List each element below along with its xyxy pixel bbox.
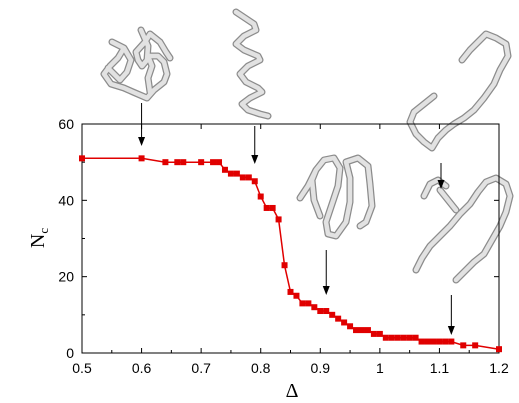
data-point — [323, 308, 330, 315]
x-tick-label: 0.9 — [311, 360, 331, 376]
data-point — [317, 308, 324, 315]
data-point — [263, 204, 270, 211]
data-point — [418, 338, 425, 345]
data-point — [329, 311, 336, 318]
data-point — [460, 342, 467, 349]
data-point — [376, 330, 383, 337]
y-axis-label-sub: c — [36, 228, 51, 234]
x-tick-label: 1.2 — [489, 360, 509, 376]
data-point — [347, 323, 354, 330]
data-point — [406, 334, 413, 341]
y-tick-label: 0 — [66, 345, 74, 361]
data-point — [442, 338, 449, 345]
data-point — [281, 262, 288, 269]
y-axis-label: Nc — [27, 228, 51, 248]
annotation-arrowhead — [447, 326, 455, 335]
data-point — [257, 193, 264, 200]
double-helix-pair-structure — [412, 174, 514, 284]
axis-labels: Δ Nc — [27, 228, 299, 402]
data-point — [216, 159, 223, 166]
data-point — [424, 338, 431, 345]
data-point — [287, 288, 294, 295]
data-point — [239, 174, 246, 181]
annotation-arrowhead — [437, 180, 445, 189]
data-point — [233, 170, 240, 177]
helix-structure — [232, 8, 272, 120]
data-point — [436, 338, 443, 345]
y-tick-label: 60 — [58, 116, 74, 132]
x-tick-label: 0.5 — [72, 360, 92, 376]
data-point — [305, 300, 312, 307]
x-tick-label: 1.1 — [430, 360, 450, 376]
data-point — [198, 159, 205, 166]
y-axis-label-main: N — [27, 234, 49, 248]
data-point — [388, 334, 395, 341]
data-point — [448, 338, 455, 345]
x-axis-label: Δ — [286, 380, 299, 402]
x-tick-label: 0.7 — [191, 360, 211, 376]
data-point — [472, 342, 479, 349]
data-point — [382, 334, 389, 341]
x-tick-label: 0.8 — [251, 360, 271, 376]
data-point — [269, 204, 276, 211]
data-point — [400, 334, 407, 341]
series-line — [82, 157, 500, 350]
data-point — [79, 155, 85, 162]
y-tick-label: 40 — [58, 192, 74, 208]
data-point — [358, 327, 365, 334]
data-point — [299, 300, 306, 307]
data-point — [412, 334, 419, 341]
data-point — [364, 327, 371, 334]
axes: 0.5 0.6 0.7 0.8 0.9 1 1.1 1.2 0 20 40 60 — [58, 116, 509, 376]
x-tick-label: 1 — [376, 360, 384, 376]
annotation-arrowhead — [138, 137, 146, 146]
data-point — [221, 166, 228, 173]
hairpin-structure — [296, 154, 376, 240]
data-point — [180, 159, 187, 166]
data-point — [138, 155, 145, 162]
data-point — [370, 330, 377, 337]
structure-illustrations — [100, 8, 514, 284]
data-point — [245, 174, 252, 181]
data-point — [162, 159, 169, 166]
data-point — [251, 178, 258, 185]
y-tick-label: 20 — [58, 269, 74, 285]
annotation-arrows — [138, 103, 455, 335]
data-point — [227, 170, 234, 177]
series-layer — [79, 155, 502, 353]
compact-globule-structure — [100, 26, 174, 102]
data-point — [275, 216, 282, 223]
data-point — [174, 159, 181, 166]
data-point — [496, 346, 502, 353]
data-point — [335, 315, 342, 322]
data-point — [293, 292, 300, 299]
data-point — [210, 159, 217, 166]
data-point — [353, 327, 360, 334]
data-point — [341, 319, 348, 326]
annotation-arrowhead — [251, 155, 259, 164]
data-point — [430, 338, 437, 345]
data-point — [311, 304, 318, 311]
annotation-arrowhead — [322, 286, 330, 295]
extended-structure — [406, 30, 512, 152]
data-point — [394, 334, 401, 341]
x-tick-label: 0.6 — [132, 360, 152, 376]
